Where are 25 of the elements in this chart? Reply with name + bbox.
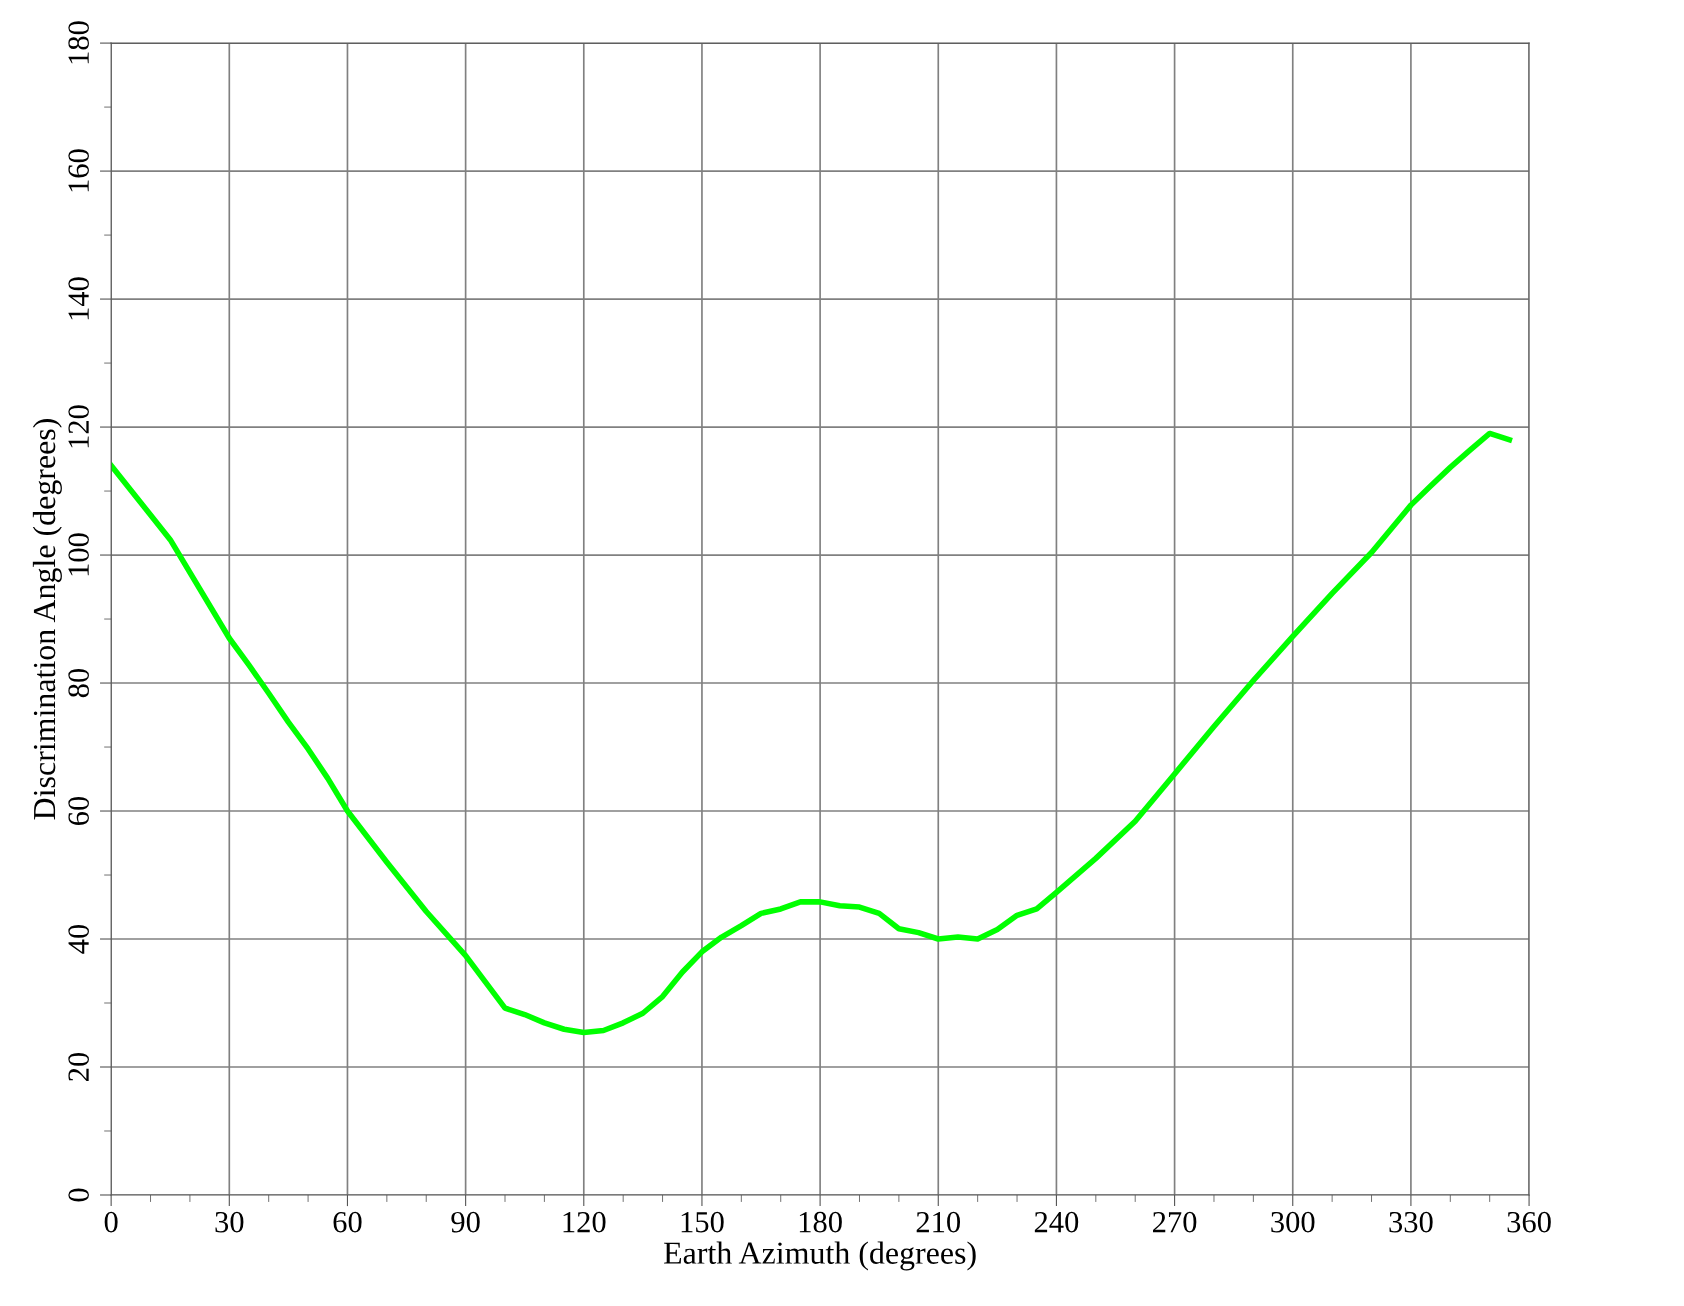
y-axis-title: Discrimination Angle (degrees) [32, 419, 62, 820]
x-tick-label: 60 [333, 1211, 362, 1233]
x-axis-title: Earth Azimuth (degrees) [664, 1241, 976, 1271]
y-tick-label: 180 [68, 21, 89, 64]
y-tick-label: 0 [68, 1188, 89, 1202]
y-tick-label: 160 [68, 149, 89, 192]
x-tick-label: 360 [1507, 1211, 1551, 1233]
y-tick-label: 40 [68, 924, 89, 954]
y-tick-label: 80 [68, 668, 89, 698]
x-tick-label: 120 [563, 1211, 606, 1233]
x-tick-label: 150 [681, 1211, 724, 1233]
x-tick-label: 300 [1271, 1211, 1315, 1233]
y-tick-label: 100 [68, 533, 89, 576]
y-tick-label: 120 [68, 405, 89, 448]
x-tick-label: 90 [451, 1211, 480, 1233]
y-tick-label: 140 [68, 277, 89, 320]
x-tick-label: 270 [1153, 1211, 1197, 1233]
x-tick-label: 0 [104, 1211, 118, 1233]
y-tick-label: 60 [68, 796, 89, 825]
x-tick-label: 180 [799, 1211, 842, 1233]
x-tick-label: 210 [916, 1211, 961, 1233]
x-tick-label: 240 [1034, 1211, 1079, 1233]
y-tick-label: 20 [68, 1052, 89, 1081]
x-tick-label: 30 [215, 1211, 244, 1233]
x-tick-label: 330 [1389, 1211, 1433, 1233]
